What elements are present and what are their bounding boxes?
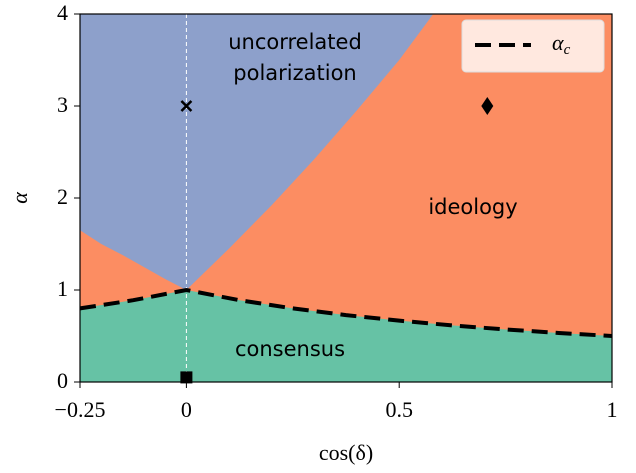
x-tick-label: 1 xyxy=(607,397,618,422)
y-tick-label: 4 xyxy=(57,0,68,25)
x-tick-label: 0 xyxy=(181,397,192,422)
critical-line xyxy=(79,287,613,338)
marker xyxy=(180,371,193,384)
y-tick-label: 1 xyxy=(57,276,68,301)
region-area xyxy=(80,290,612,382)
legend-label-main: α xyxy=(552,30,564,55)
legend-box xyxy=(461,19,605,73)
region-label: consensus xyxy=(235,337,345,361)
y-tick-label: 0 xyxy=(57,368,68,393)
region-label: ideology xyxy=(428,195,517,219)
y-tick-label: 3 xyxy=(57,92,68,117)
region-label-line: uncorrelated xyxy=(228,30,362,54)
marker xyxy=(481,97,494,115)
region-area xyxy=(80,14,434,290)
x-axis-label: cos(δ) xyxy=(319,440,373,465)
x-tick-label: −0.25 xyxy=(55,397,106,422)
region-label-line: polarization xyxy=(233,61,356,85)
marker xyxy=(180,100,193,112)
legend-label-sub: c xyxy=(564,42,571,58)
region-label: uncorrelated polarization xyxy=(228,30,362,85)
x-tick-label: 0.5 xyxy=(385,397,413,422)
y-axis-label: α xyxy=(7,192,32,204)
legend-label: αc xyxy=(552,30,571,58)
y-tick-label: 2 xyxy=(57,184,68,209)
